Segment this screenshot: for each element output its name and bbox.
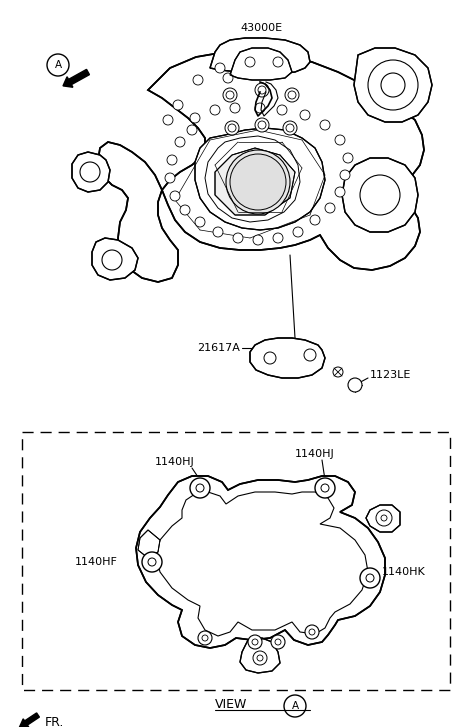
Circle shape (163, 115, 173, 125)
Circle shape (189, 478, 210, 498)
Circle shape (187, 125, 197, 135)
Circle shape (300, 110, 309, 120)
Circle shape (167, 155, 176, 165)
Circle shape (165, 173, 175, 183)
Circle shape (270, 635, 284, 649)
Circle shape (247, 635, 262, 649)
Circle shape (272, 57, 282, 67)
Polygon shape (230, 48, 291, 80)
Circle shape (375, 510, 391, 526)
Polygon shape (239, 638, 279, 673)
Polygon shape (210, 38, 309, 74)
Circle shape (339, 170, 349, 180)
Text: 43000E: 43000E (239, 23, 282, 33)
Circle shape (225, 121, 238, 135)
Text: FR.: FR. (45, 715, 64, 727)
Circle shape (210, 105, 219, 115)
Circle shape (169, 191, 180, 201)
Circle shape (180, 205, 189, 215)
Polygon shape (98, 52, 423, 282)
Text: 1140HF: 1140HF (75, 557, 118, 567)
Text: 1123LE: 1123LE (369, 370, 411, 380)
Circle shape (214, 63, 225, 73)
Bar (22, 432, 449, 690)
Text: A: A (291, 701, 298, 711)
Polygon shape (138, 530, 160, 558)
Text: 1140HJ: 1140HJ (294, 449, 334, 459)
Circle shape (175, 137, 185, 147)
Circle shape (276, 105, 287, 115)
Polygon shape (214, 148, 294, 215)
Circle shape (193, 75, 203, 85)
FancyArrow shape (19, 713, 39, 727)
Polygon shape (194, 128, 324, 230)
Circle shape (194, 217, 205, 227)
Circle shape (230, 154, 285, 210)
Circle shape (342, 153, 352, 163)
Circle shape (347, 378, 361, 392)
Circle shape (252, 235, 263, 245)
Circle shape (359, 568, 379, 588)
Circle shape (334, 135, 344, 145)
Circle shape (223, 88, 237, 102)
Circle shape (230, 103, 239, 113)
Circle shape (255, 83, 269, 97)
Circle shape (213, 227, 223, 237)
Circle shape (198, 631, 212, 645)
Circle shape (282, 121, 296, 135)
Text: 1140HK: 1140HK (381, 567, 425, 577)
Polygon shape (250, 338, 324, 378)
Polygon shape (72, 152, 110, 192)
Polygon shape (92, 238, 138, 280)
Circle shape (225, 150, 289, 214)
Circle shape (232, 233, 243, 243)
Circle shape (255, 103, 264, 113)
Circle shape (304, 625, 319, 639)
Text: 21617A: 21617A (197, 343, 239, 353)
Polygon shape (353, 48, 431, 122)
Circle shape (142, 552, 162, 572)
Circle shape (309, 215, 319, 225)
FancyArrow shape (63, 69, 89, 87)
Circle shape (252, 651, 266, 665)
Circle shape (272, 233, 282, 243)
Polygon shape (136, 476, 384, 648)
Circle shape (292, 227, 302, 237)
Polygon shape (365, 505, 399, 532)
Polygon shape (341, 158, 417, 232)
Circle shape (173, 100, 182, 110)
Text: 1140HJ: 1140HJ (155, 457, 194, 467)
Text: VIEW: VIEW (214, 699, 247, 712)
Circle shape (189, 113, 200, 123)
Circle shape (244, 57, 255, 67)
Circle shape (334, 187, 344, 197)
Circle shape (319, 120, 329, 130)
Circle shape (324, 203, 334, 213)
Text: A: A (54, 60, 62, 70)
Circle shape (255, 118, 269, 132)
Circle shape (223, 73, 232, 83)
Circle shape (284, 88, 298, 102)
Circle shape (314, 478, 334, 498)
